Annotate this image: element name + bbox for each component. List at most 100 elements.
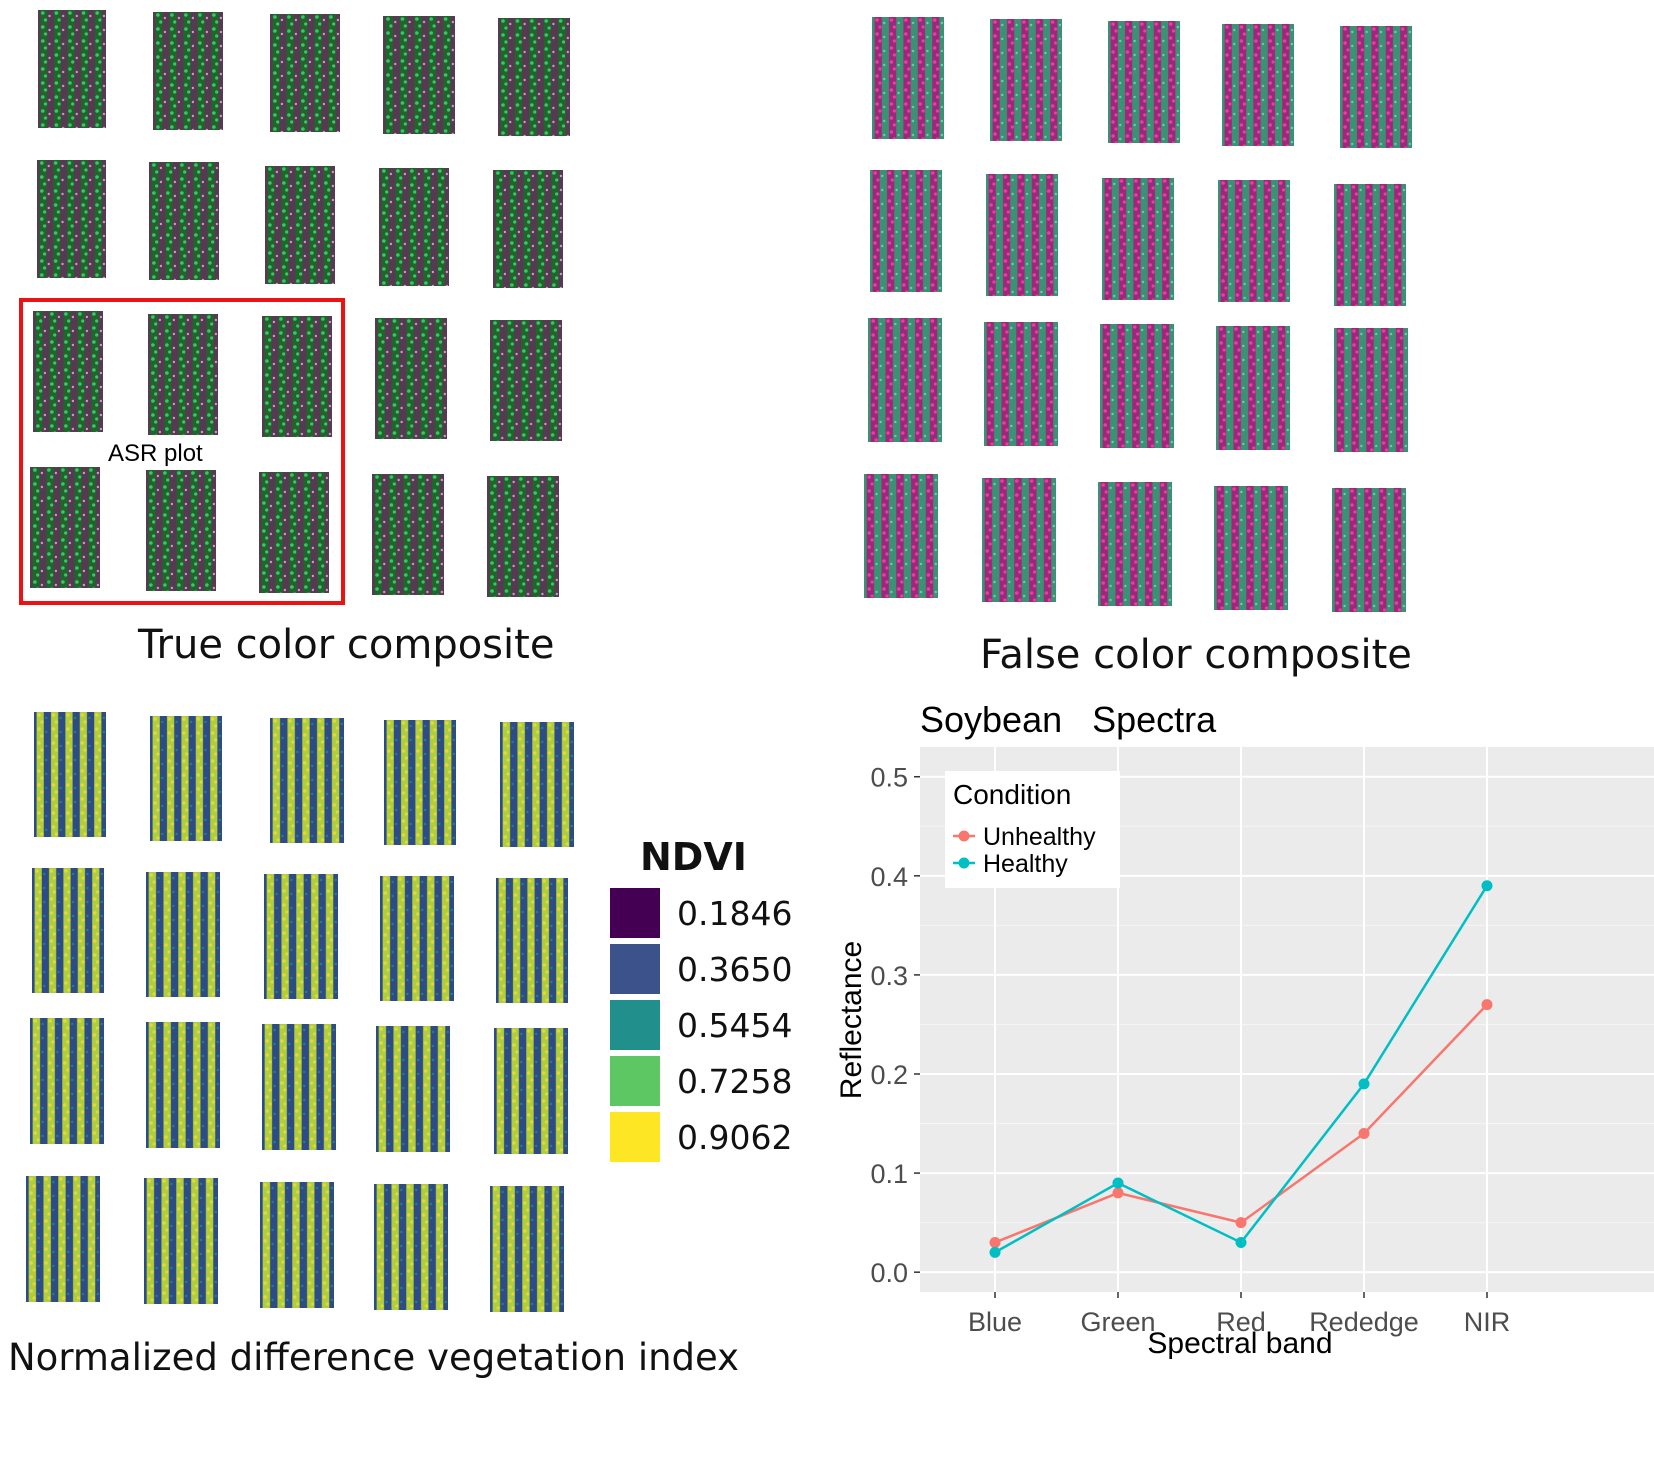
- data-point-healthy: [1235, 1236, 1247, 1248]
- asr-plot-label: ASR plot: [108, 440, 203, 467]
- false-color-tile: [872, 17, 944, 139]
- legend-label: Unhealthy: [983, 823, 1096, 851]
- false-color-tile: [868, 318, 942, 442]
- ndvi-tile: [384, 720, 456, 845]
- x-tick-label: Red: [1216, 1307, 1266, 1337]
- ndvi-tile: [496, 878, 568, 1003]
- ndvi-legend-entry: 0.5454: [610, 997, 810, 1053]
- true-color-panel: ASR plot True color composite: [0, 0, 600, 690]
- y-tick-label: 0.0: [870, 1258, 908, 1288]
- ndvi-legend-label: 0.1846: [677, 893, 793, 933]
- false-color-tile: [990, 19, 1062, 141]
- false-color-tile: [982, 478, 1056, 602]
- true-color-tile: [493, 170, 563, 288]
- false-color-tile: [1214, 486, 1288, 610]
- data-point-unhealthy: [1481, 999, 1493, 1011]
- false-color-tile: [1332, 488, 1406, 612]
- legend-key-point: [958, 830, 970, 842]
- false-color-tile: [1216, 326, 1290, 450]
- true-color-tile: [37, 160, 106, 278]
- spectra-chart-panel: Soybean Spectra 0.0 0.1 0.2 0.3 0.4 0.5 Blue Gr…: [828, 690, 1654, 1462]
- legend-label: Healthy: [983, 850, 1068, 878]
- true-color-tile: [149, 162, 219, 280]
- true-color-tile: [383, 16, 455, 134]
- true-color-tile: [30, 467, 100, 588]
- true-color-tile: [270, 14, 340, 132]
- ndvi-legend-label: 0.7258: [677, 1061, 793, 1101]
- true-color-tile: [498, 18, 570, 136]
- ndvi-legend-swatch: [610, 888, 660, 938]
- ndvi-caption: Normalized difference vegetation index: [8, 1336, 740, 1379]
- ndvi-tile: [264, 874, 338, 999]
- ndvi-panel: Normalized difference vegetation index N…: [0, 700, 820, 1462]
- true-color-tile: [259, 472, 329, 593]
- true-color-tile: [379, 168, 449, 286]
- ndvi-tile: [262, 1024, 336, 1150]
- ndvi-tile: [150, 716, 222, 841]
- ndvi-legend-label: 0.5454: [677, 1005, 793, 1045]
- false-color-tile: [864, 474, 938, 598]
- true-color-tile: [265, 166, 335, 284]
- ndvi-tile: [270, 718, 344, 843]
- ndvi-tile: [30, 1018, 104, 1144]
- data-point-healthy: [989, 1246, 1001, 1258]
- false-color-panel: False color composite: [840, 0, 1450, 690]
- ndvi-legend-entry: 0.3650: [610, 941, 810, 997]
- ndvi-legend-swatch: [610, 1000, 660, 1050]
- ndvi-legend-swatch: [610, 1056, 660, 1106]
- ndvi-tile: [34, 712, 106, 837]
- ndvi-legend: NDVI 0.1846 0.3650 0.5454 0.7258 0.9062: [610, 835, 810, 1165]
- ndvi-legend-title: NDVI: [640, 835, 747, 879]
- ndvi-tile: [260, 1182, 334, 1308]
- x-tick-label: Green: [1080, 1307, 1155, 1337]
- ndvi-tile: [26, 1176, 100, 1302]
- ndvi-tile: [380, 876, 454, 1001]
- y-tick-label: 0.1: [870, 1159, 908, 1189]
- y-tick-label: 0.2: [870, 1060, 908, 1090]
- ndvi-plots: [26, 712, 574, 1312]
- false-color-tile: [1340, 26, 1412, 148]
- false-color-tile: [986, 174, 1058, 296]
- x-tick-label: NIR: [1464, 1307, 1511, 1337]
- legend-key-point: [958, 857, 970, 869]
- y-tick-label: 0.5: [870, 763, 908, 793]
- ndvi-tile: [146, 872, 220, 997]
- false-color-tile: [1334, 328, 1408, 452]
- false-color-tile: [1098, 482, 1172, 606]
- true-color-plots: ASR plot: [19, 10, 570, 605]
- false-color-tile: [1218, 180, 1290, 302]
- spectra-chart: Soybean Spectra 0.0 0.1 0.2 0.3 0.4 0.5 Blue Gr…: [835, 699, 1654, 1360]
- legend-box: [945, 771, 1120, 888]
- false-color-tile: [1222, 24, 1294, 146]
- x-tick-label: Blue: [968, 1307, 1022, 1337]
- chart-series: [989, 880, 1493, 1258]
- chart-axes: 0.0 0.1 0.2 0.3 0.4 0.5 Blue Green Red Rededge NIR: [870, 763, 1510, 1337]
- false-color-caption: False color composite: [980, 632, 1412, 678]
- ndvi-legend-label: 0.9062: [677, 1117, 793, 1157]
- ndvi-legend-label: 0.3650: [677, 949, 793, 989]
- ndvi-legend-swatch: [610, 944, 660, 994]
- ndvi-tile: [144, 1178, 218, 1304]
- ndvi-legend-entry: 0.9062: [610, 1109, 810, 1165]
- ndvi-tile: [374, 1184, 448, 1310]
- true-color-tile: [148, 314, 218, 435]
- ndvi-tile: [500, 722, 574, 847]
- data-point-healthy: [1358, 1078, 1370, 1090]
- legend-title: Condition: [953, 779, 1071, 810]
- true-color-tile: [262, 316, 332, 437]
- chart-grid: [920, 747, 1654, 1292]
- false-color-tile: [1102, 178, 1174, 300]
- x-axis-label: Spectral band: [1147, 1327, 1332, 1360]
- false-color-tile: [1108, 21, 1180, 143]
- false-color-tile: [1100, 324, 1174, 448]
- ndvi-tile: [32, 868, 104, 993]
- asr-plot-highlight: [19, 298, 345, 605]
- true-color-tile: [38, 10, 106, 128]
- data-point-unhealthy: [1358, 1127, 1370, 1139]
- y-tick-label: 0.4: [870, 862, 908, 892]
- false-color-tile: [1334, 184, 1406, 306]
- data-point-unhealthy: [1112, 1187, 1124, 1199]
- true-color-tile: [490, 320, 562, 441]
